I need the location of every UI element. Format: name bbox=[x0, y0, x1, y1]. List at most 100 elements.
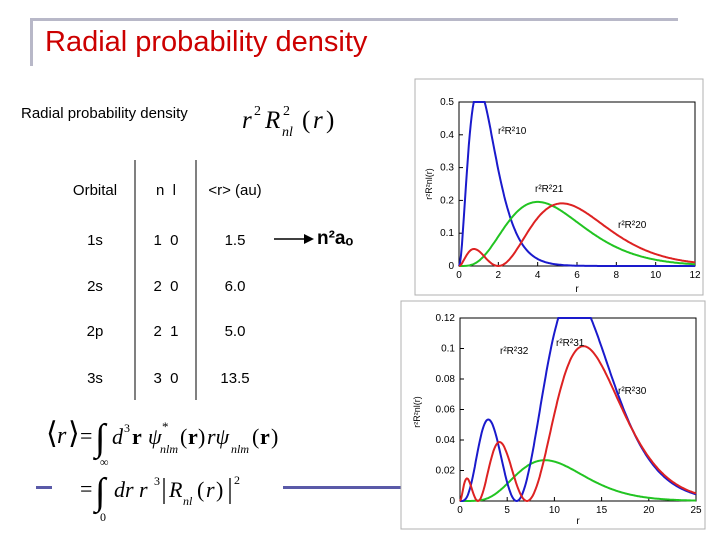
svg-text:r: r bbox=[242, 107, 252, 134]
slide-title: Radial probability density bbox=[45, 26, 368, 58]
svg-text:∫: ∫ bbox=[93, 471, 108, 515]
svg-text:*: * bbox=[162, 419, 169, 434]
svg-text:): ) bbox=[326, 107, 334, 134]
x-tick-label: 2 bbox=[496, 270, 502, 281]
table-cell-orbital: 2p bbox=[86, 323, 104, 340]
curve-r30 bbox=[459, 345, 697, 503]
decorative-line bbox=[283, 486, 419, 489]
table-cell-r: 1.5 bbox=[224, 232, 246, 249]
svg-text:⟩: ⟩ bbox=[68, 417, 80, 450]
y-tick-label: 0.02 bbox=[436, 466, 456, 477]
svg-text:(: ( bbox=[252, 424, 259, 449]
svg-text:r: r bbox=[188, 424, 198, 449]
label-r20: r²R²20 bbox=[618, 220, 647, 231]
svg-text:r: r bbox=[313, 107, 323, 134]
svg-text:r: r bbox=[132, 424, 142, 449]
title-frame-left bbox=[30, 18, 33, 66]
x-tick-label: 15 bbox=[596, 505, 608, 516]
svg-text:): ) bbox=[198, 424, 205, 449]
curve-r10 bbox=[458, 101, 695, 267]
table-cell-orbital: 2s bbox=[87, 278, 103, 295]
radial-density-plot-n3: 0 5 10 15 20 25 0 0.02 0.04 0.06 0.08 0.1 0.12 r²R²3… bbox=[400, 300, 706, 530]
x-tick-label: 12 bbox=[689, 270, 701, 281]
y-tick-label: 0.06 bbox=[436, 405, 456, 416]
svg-text:nl: nl bbox=[282, 125, 293, 140]
svg-text:(: ( bbox=[302, 107, 310, 134]
label-r10: r²R²10 bbox=[498, 126, 527, 137]
svg-text:dr r: dr r bbox=[114, 477, 148, 502]
svg-text:2: 2 bbox=[234, 473, 240, 487]
y-tick-label: 0.1 bbox=[440, 228, 454, 239]
svg-text:=: = bbox=[80, 476, 92, 501]
decorative-line bbox=[36, 486, 52, 489]
svg-text:r: r bbox=[206, 477, 215, 502]
table-cell-r: 6.0 bbox=[224, 278, 246, 295]
svg-text:∫: ∫ bbox=[93, 417, 108, 461]
y-tick-label: 0.5 bbox=[440, 97, 454, 108]
x-tick-label: 10 bbox=[549, 505, 561, 516]
svg-text:): ) bbox=[216, 477, 223, 502]
y-axis-label: r²R²nl(r) bbox=[424, 168, 434, 200]
label-r32: r²R²32 bbox=[500, 346, 529, 357]
svg-text:=: = bbox=[80, 423, 92, 448]
rnl-formula: r 2 R 2 nl ( r ) bbox=[242, 104, 334, 140]
svg-text:2: 2 bbox=[283, 104, 290, 119]
y-axis-label: r²R²nl(r) bbox=[412, 396, 422, 428]
x-tick-label: 0 bbox=[457, 505, 463, 516]
svg-text:r: r bbox=[260, 424, 270, 449]
x-tick-label: 0 bbox=[456, 270, 462, 281]
table-cell-nl: 2 0 bbox=[153, 278, 179, 295]
n2ao-label: n²aₒ bbox=[317, 228, 354, 249]
x-tick-label: 10 bbox=[650, 270, 662, 281]
svg-text:0: 0 bbox=[100, 510, 106, 524]
y-tick-label: 0 bbox=[449, 496, 455, 507]
svg-text:(: ( bbox=[197, 477, 204, 502]
y-tick-label: 0.3 bbox=[440, 163, 454, 174]
curve-r32 bbox=[460, 459, 697, 502]
x-tick-label: 5 bbox=[504, 505, 510, 516]
table-cell-nl: 1 0 bbox=[153, 232, 179, 249]
svg-text:2: 2 bbox=[254, 104, 261, 119]
svg-text:nl: nl bbox=[183, 494, 193, 508]
subtitle: Radial probability density bbox=[21, 105, 188, 122]
svg-text:⟨: ⟨ bbox=[46, 417, 58, 450]
y-tick-label: 0.12 bbox=[436, 313, 456, 324]
svg-text:nlm: nlm bbox=[160, 442, 178, 456]
svg-text:3: 3 bbox=[124, 421, 130, 435]
x-tick-label: 25 bbox=[690, 505, 702, 516]
curve-r20 bbox=[458, 202, 696, 268]
y-tick-label: 0.2 bbox=[440, 195, 454, 206]
x-axis-label: r bbox=[575, 284, 579, 295]
table-cell-r: 5.0 bbox=[224, 323, 246, 340]
svg-text:∞: ∞ bbox=[100, 455, 109, 469]
title-frame-top bbox=[30, 18, 678, 21]
x-tick-label: 8 bbox=[614, 270, 620, 281]
table-cell-orbital: 1s bbox=[87, 232, 103, 249]
x-tick-label: 20 bbox=[643, 505, 655, 516]
x-tick-label: 4 bbox=[535, 270, 541, 281]
table-cell-r: 13.5 bbox=[220, 370, 250, 387]
y-tick-label: 0.08 bbox=[436, 374, 456, 385]
svg-text:rψ: rψ bbox=[207, 424, 230, 449]
table-header-orbital: Orbital bbox=[72, 182, 118, 199]
svg-text:r: r bbox=[57, 423, 67, 449]
curve-r31 bbox=[460, 317, 697, 503]
curve-r21 bbox=[459, 200, 696, 267]
table-header-r: <r> (au) bbox=[208, 182, 262, 199]
x-axis-label: r bbox=[576, 516, 580, 527]
y-tick-label: 0.4 bbox=[440, 130, 454, 141]
svg-text:d: d bbox=[112, 424, 124, 449]
arrow-right-icon bbox=[274, 234, 314, 244]
table-cell-orbital: 3s bbox=[87, 370, 103, 387]
label-r30: r²R²30 bbox=[618, 386, 647, 397]
orbital-table-lines bbox=[134, 160, 197, 400]
y-tick-label: 0.04 bbox=[436, 435, 456, 446]
label-r31: r²R²31 bbox=[556, 338, 585, 349]
expectation-formula: ⟨ r ⟩ = ∫ d 3 r ψ * nlm ( r ) rψ nlm ( r… bbox=[46, 417, 278, 524]
table-header-nl: n l bbox=[155, 182, 176, 199]
label-r21: r²R²21 bbox=[535, 184, 564, 195]
table-cell-nl: 2 1 bbox=[153, 323, 179, 340]
svg-text:R: R bbox=[168, 477, 183, 502]
svg-text:nlm: nlm bbox=[231, 442, 249, 456]
